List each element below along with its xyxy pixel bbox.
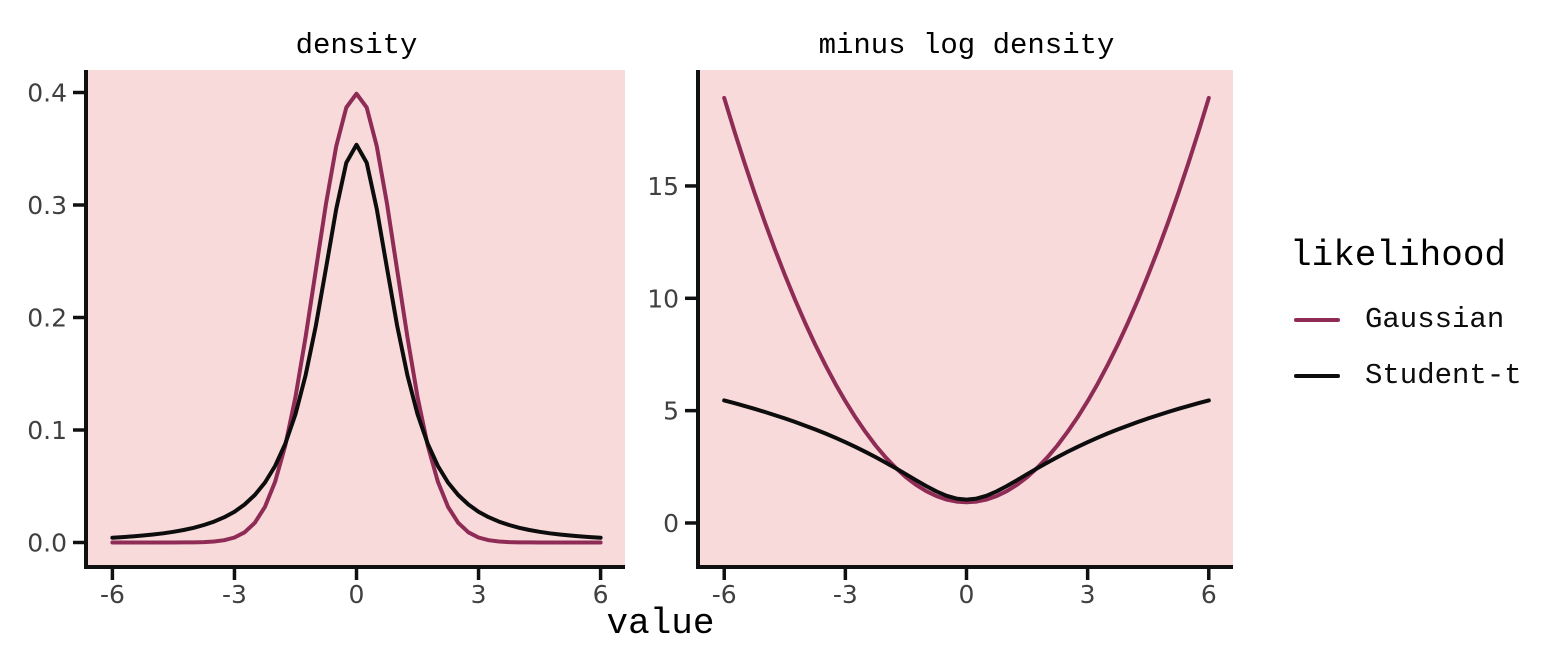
panel-title-minus-log-density: minus log density — [818, 29, 1115, 62]
gaussian-line-swatch-icon — [1294, 318, 1340, 322]
panel-background — [700, 70, 1233, 565]
x-axis-title: value — [606, 603, 715, 644]
y-tick-label: 0.1 — [27, 416, 67, 445]
panel-background — [88, 70, 625, 565]
x-tick-label: 3 — [471, 580, 487, 609]
student-t-line-swatch-icon — [1294, 374, 1340, 378]
y-tick-label: 0.3 — [27, 191, 67, 220]
y-tick-label: 15 — [647, 172, 679, 201]
series-line-student-t — [110, 142, 603, 540]
x-tick-label: 6 — [1201, 580, 1217, 609]
series-line-student-t — [722, 398, 1211, 502]
legend-title: likelihood — [1290, 235, 1507, 276]
y-tick-label: 0.4 — [27, 79, 67, 108]
x-tick-label: 6 — [593, 580, 609, 609]
panel-title-density: density — [295, 29, 418, 62]
series-line-gaussian — [110, 91, 603, 545]
x-tick-label: -3 — [222, 580, 247, 609]
x-tick-label: -6 — [100, 580, 125, 609]
x-tick-label: -6 — [712, 580, 737, 609]
legend-entry-student-t: Student-t — [1290, 360, 1552, 392]
x-tick-label: -3 — [833, 580, 858, 609]
x-tick-label: 3 — [1080, 580, 1096, 609]
legend: likelihood Gaussian Student-t — [1290, 236, 1552, 392]
x-tick-label: 0 — [959, 580, 975, 609]
y-tick-label: 5 — [663, 397, 679, 426]
y-tick-label: 0.0 — [27, 529, 67, 558]
y-tick-label: 10 — [647, 284, 679, 313]
y-tick-label: 0 — [663, 509, 679, 538]
legend-label-gaussian: Gaussian — [1365, 303, 1505, 336]
legend-label-student-t: Student-t — [1365, 359, 1522, 392]
series-line-gaussian — [722, 95, 1211, 505]
x-tick-label: 0 — [349, 580, 365, 609]
legend-entry-gaussian: Gaussian — [1290, 304, 1552, 336]
y-tick-label: 0.2 — [27, 304, 67, 333]
